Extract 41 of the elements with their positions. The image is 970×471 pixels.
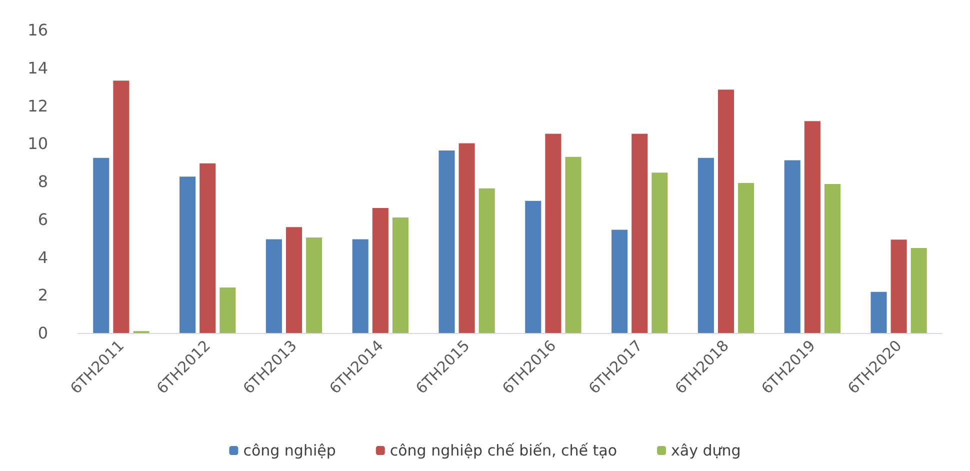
bar [352, 239, 368, 333]
y-tick-label: 0 [38, 324, 48, 342]
bar [200, 163, 216, 333]
bar [392, 217, 408, 333]
bar [632, 134, 648, 333]
bar [698, 158, 714, 333]
bar [525, 200, 542, 333]
bar [612, 230, 628, 333]
bar [458, 143, 475, 333]
legend-label: công nghiệp [243, 442, 336, 460]
y-tick-label: 2 [38, 286, 48, 305]
bar [306, 238, 322, 333]
y-tick-label: 6 [38, 210, 48, 229]
y-tick-label: 4 [38, 248, 48, 267]
bar [372, 208, 388, 333]
bar [113, 80, 130, 333]
bar [824, 184, 840, 333]
bar [286, 227, 302, 333]
legend-label: xây dựng [671, 442, 741, 460]
bar [220, 288, 236, 333]
bar [180, 176, 196, 333]
bar [266, 239, 282, 333]
bar [565, 156, 582, 333]
bar [478, 188, 495, 333]
y-tick-label: 8 [38, 172, 48, 191]
bar [870, 292, 887, 333]
bar [910, 248, 927, 333]
bar [738, 183, 754, 333]
bar [718, 90, 734, 333]
bar [804, 121, 820, 333]
y-tick-label: 14 [28, 58, 48, 78]
bar [438, 150, 455, 333]
bar [93, 158, 110, 333]
bar [545, 134, 562, 333]
bar [652, 172, 668, 333]
y-tick-label: 10 [28, 134, 48, 154]
bar [890, 240, 907, 333]
y-tick-label: 16 [28, 20, 48, 40]
legend-label: công nghiệp chế biến, chế tạo [390, 442, 618, 460]
bar [784, 160, 800, 333]
y-tick-label: 12 [28, 96, 48, 116]
